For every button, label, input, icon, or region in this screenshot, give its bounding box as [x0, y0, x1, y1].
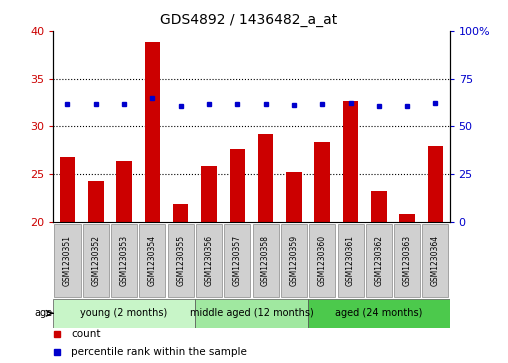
Bar: [281, 224, 307, 297]
Text: GSM1230356: GSM1230356: [205, 235, 213, 286]
Text: aged (24 months): aged (24 months): [335, 308, 423, 318]
Text: GSM1230351: GSM1230351: [63, 235, 72, 286]
Text: GSM1230354: GSM1230354: [148, 235, 157, 286]
Bar: [258, 134, 273, 222]
Bar: [83, 224, 109, 297]
Bar: [371, 191, 387, 222]
Bar: [230, 150, 245, 222]
Text: GSM1230363: GSM1230363: [403, 235, 411, 286]
Bar: [252, 224, 278, 297]
Bar: [399, 215, 415, 222]
Bar: [145, 42, 160, 222]
Text: middle aged (12 months): middle aged (12 months): [189, 308, 313, 318]
Bar: [195, 298, 308, 328]
Bar: [54, 224, 80, 297]
Bar: [343, 101, 358, 222]
Text: GSM1230355: GSM1230355: [176, 235, 185, 286]
Bar: [366, 224, 392, 297]
Bar: [423, 224, 449, 297]
Bar: [88, 181, 104, 222]
Bar: [139, 224, 166, 297]
Bar: [201, 166, 217, 222]
Text: GSM1230364: GSM1230364: [431, 235, 440, 286]
Text: age: age: [35, 308, 53, 318]
Text: count: count: [71, 329, 101, 339]
Text: GSM1230361: GSM1230361: [346, 235, 355, 286]
Bar: [225, 224, 250, 297]
Text: GSM1230358: GSM1230358: [261, 235, 270, 286]
Bar: [196, 224, 222, 297]
Bar: [116, 161, 132, 222]
Bar: [314, 142, 330, 222]
Bar: [309, 224, 335, 297]
Text: GSM1230353: GSM1230353: [119, 235, 129, 286]
Text: GSM1230357: GSM1230357: [233, 235, 242, 286]
Text: GSM1230359: GSM1230359: [290, 235, 298, 286]
Bar: [308, 298, 450, 328]
Bar: [286, 172, 302, 222]
Bar: [111, 224, 137, 297]
Bar: [394, 224, 420, 297]
Text: young (2 months): young (2 months): [80, 308, 168, 318]
Text: GDS4892 / 1436482_a_at: GDS4892 / 1436482_a_at: [161, 13, 337, 27]
Bar: [168, 224, 194, 297]
Bar: [428, 146, 443, 222]
Text: GSM1230360: GSM1230360: [318, 235, 327, 286]
Bar: [337, 224, 364, 297]
Text: GSM1230362: GSM1230362: [374, 235, 384, 286]
Text: GSM1230352: GSM1230352: [91, 235, 100, 286]
Bar: [60, 157, 75, 222]
Bar: [173, 204, 188, 222]
Bar: [53, 298, 195, 328]
Text: percentile rank within the sample: percentile rank within the sample: [71, 347, 247, 356]
